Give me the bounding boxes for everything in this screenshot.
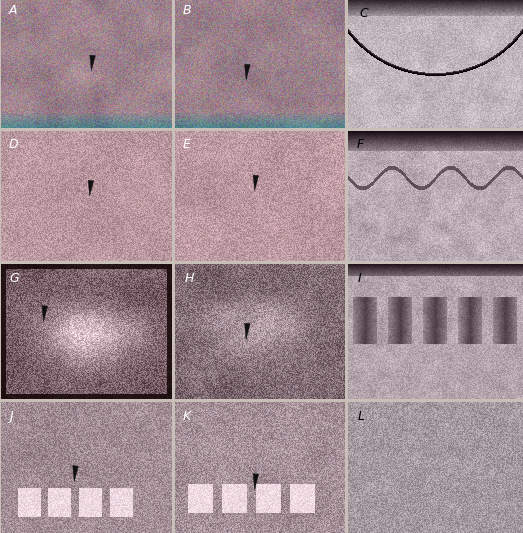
Text: J: J (9, 410, 13, 423)
Text: F: F (356, 138, 363, 150)
Text: G: G (9, 272, 19, 285)
Text: A: A (9, 4, 18, 18)
Text: E: E (183, 138, 191, 150)
Text: C: C (360, 7, 369, 20)
Text: I: I (358, 272, 362, 285)
Text: D: D (9, 138, 19, 150)
Text: H: H (185, 272, 194, 285)
Text: L: L (358, 410, 365, 423)
Text: K: K (183, 410, 191, 423)
Text: B: B (183, 4, 191, 18)
